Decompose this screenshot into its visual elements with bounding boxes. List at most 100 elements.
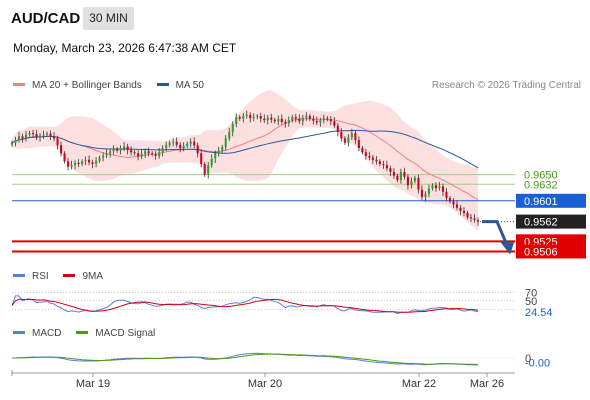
price-level-label: 0.9601 <box>524 196 558 208</box>
price-level-label: 0.9650 <box>524 170 558 182</box>
candle-body <box>98 157 101 161</box>
candle-body <box>123 146 126 149</box>
candle-body <box>102 155 105 158</box>
candle-body <box>210 158 213 166</box>
price-level-box <box>516 214 586 229</box>
candle-body <box>427 188 430 194</box>
bollinger-band <box>12 90 478 231</box>
candle-body <box>133 152 136 154</box>
candle-body <box>354 133 357 140</box>
candle-body <box>168 142 171 146</box>
candle-body <box>49 133 52 137</box>
ma20-line <box>11 118 479 201</box>
rsi-axis-label: 24.54 <box>525 307 553 319</box>
candle-body <box>189 141 192 144</box>
macd-legend-label: MACD <box>32 328 62 339</box>
candle-body <box>361 148 364 153</box>
timeframe-button[interactable]: 30 MIN <box>83 7 134 30</box>
candle-body <box>70 165 73 167</box>
candle-body <box>158 152 161 156</box>
candle-body <box>308 116 311 119</box>
candle-body <box>385 165 388 169</box>
candle-body <box>200 153 203 164</box>
candle-body <box>287 120 290 124</box>
candle-body <box>60 145 63 154</box>
candle-body <box>88 159 91 163</box>
macd-legend-swatch <box>13 330 25 334</box>
candle-body <box>161 148 164 153</box>
candle-body <box>266 117 269 121</box>
candle-body <box>172 141 175 143</box>
candle-body <box>382 164 385 166</box>
candle-body <box>10 142 14 145</box>
candle-body <box>350 133 353 138</box>
candle-body <box>207 165 210 175</box>
candle-body <box>144 151 147 154</box>
x-axis-label: Mar 26 <box>470 378 504 390</box>
candle-body <box>406 176 409 186</box>
symbol-title: AUD/CAD <box>11 10 81 27</box>
forecast-arrow-head <box>500 241 514 255</box>
candle-body <box>116 149 119 151</box>
candle-body <box>322 118 325 121</box>
candle-body <box>228 132 231 139</box>
candle-body <box>340 132 343 139</box>
candle-body <box>392 172 395 176</box>
candle-body <box>245 114 248 116</box>
candle-body <box>280 118 283 122</box>
candle-body <box>469 217 473 219</box>
candle-body <box>434 185 437 188</box>
candle-body <box>14 140 17 143</box>
candle-body <box>31 133 35 135</box>
candle-body <box>378 161 381 164</box>
candle-body <box>312 118 315 121</box>
candle-body <box>77 162 80 164</box>
price-level-label: 0.9506 <box>524 246 558 258</box>
ma20-legend-label: MA 20 + Bollinger Bands <box>32 80 142 91</box>
macd-legend: MACD MACD Signal <box>13 328 155 339</box>
candle-body <box>28 133 31 135</box>
candle-body <box>238 117 241 119</box>
candle-body <box>179 144 182 148</box>
candle-body <box>273 119 276 122</box>
candle-body <box>217 150 220 154</box>
candle-body <box>357 140 360 148</box>
rsi-legend: RSI 9MA <box>13 271 103 282</box>
candle-body <box>315 120 318 123</box>
candle-body <box>462 210 466 214</box>
candle-body <box>45 133 49 135</box>
macd-signal-line <box>12 353 479 365</box>
candle-body <box>420 189 423 198</box>
rsi-axis-label: 50 <box>525 296 537 308</box>
candle-body <box>466 213 469 218</box>
candle-body <box>399 172 402 180</box>
forecast-arrow <box>482 220 510 249</box>
candle-body <box>53 136 56 139</box>
candle-body <box>368 156 371 158</box>
rsi-axis-label: 70 <box>525 287 537 299</box>
candle-body <box>452 201 455 205</box>
candle-body <box>38 135 42 138</box>
candle-body <box>196 145 199 154</box>
candle-body <box>438 186 441 188</box>
candle-body <box>301 117 304 122</box>
candle-body <box>326 118 329 120</box>
candle-body <box>24 134 28 139</box>
candle-body <box>214 153 217 159</box>
candle-body <box>109 151 112 154</box>
candle-body <box>417 177 420 190</box>
candle-body <box>277 118 280 122</box>
candle-body <box>137 153 140 157</box>
price-level-box <box>516 244 586 259</box>
candle-body <box>91 162 94 164</box>
candle-body <box>410 181 413 186</box>
candle-body <box>81 161 84 164</box>
candle-body <box>63 153 66 162</box>
candle-body <box>35 134 38 138</box>
price-level-box <box>516 193 586 208</box>
candle-body <box>126 146 129 151</box>
research-credit: Research © 2026 Trading Central <box>431 80 581 91</box>
candle-body <box>151 153 154 155</box>
candle-body <box>455 204 459 208</box>
